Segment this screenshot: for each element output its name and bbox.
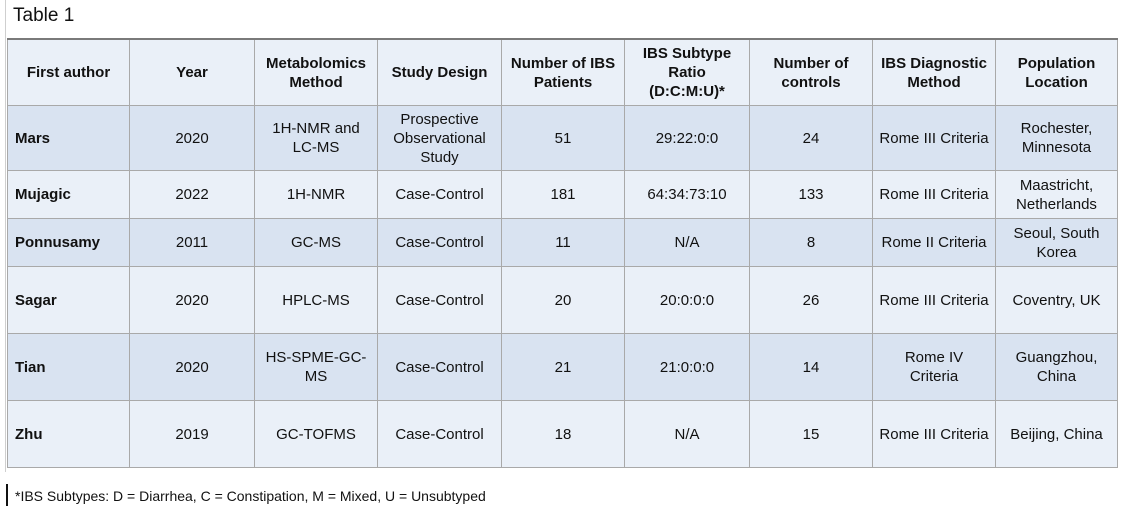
cell-diagnostic: Rome II Criteria (872, 218, 996, 267)
cell-author: Mars (7, 105, 130, 171)
cell-diagnostic: Rome III Criteria (872, 105, 996, 171)
table-footnote: *IBS Subtypes: D = Diarrhea, C = Constip… (15, 488, 486, 504)
cell-diagnostic: Rome III Criteria (872, 266, 996, 334)
data-table: First author Year Metabolomics Method St… (7, 38, 1118, 468)
cell-method: HPLC-MS (254, 266, 378, 334)
cell-controls: 15 (749, 400, 873, 468)
cell-design: Case-Control (377, 333, 502, 401)
table-row: Zhu 2019 GC-TOFMS Case-Control 18 N/A 15… (7, 400, 1118, 468)
header-ibs-subtype-ratio: IBS Subtype Ratio (D:C:M:U)* (624, 38, 750, 106)
cell-ratio: 64:34:73:10 (624, 170, 750, 219)
cell-controls: 14 (749, 333, 873, 401)
header-first-author: First author (7, 38, 130, 106)
table-row: Mujagic 2022 1H-NMR Case-Control 181 64:… (7, 170, 1118, 219)
header-number-of-controls: Number of controls (749, 38, 873, 106)
cell-ratio: N/A (624, 400, 750, 468)
table-row: Ponnusamy 2011 GC-MS Case-Control 11 N/A… (7, 218, 1118, 267)
table-row: Sagar 2020 HPLC-MS Case-Control 20 20:0:… (7, 266, 1118, 334)
cell-year: 2022 (129, 170, 255, 219)
cell-method: 1H-NMR (254, 170, 378, 219)
header-ibs-diagnostic-method: IBS Diagnostic Method (872, 38, 996, 106)
cell-patients: 20 (501, 266, 625, 334)
header-study-design: Study Design (377, 38, 502, 106)
footnote-rule (6, 484, 8, 506)
header-number-of-ibs-patients: Number of IBS Patients (501, 38, 625, 106)
cell-design: Case-Control (377, 400, 502, 468)
cell-patients: 181 (501, 170, 625, 219)
cell-year: 2011 (129, 218, 255, 267)
cell-ratio: 20:0:0:0 (624, 266, 750, 334)
table-caption: Table 1 (13, 5, 75, 26)
cell-method: GC-MS (254, 218, 378, 267)
header-row: First author Year Metabolomics Method St… (7, 38, 1118, 106)
cell-author: Mujagic (7, 170, 130, 219)
cell-patients: 18 (501, 400, 625, 468)
cell-design: Case-Control (377, 266, 502, 334)
cell-patients: 51 (501, 105, 625, 171)
cell-patients: 11 (501, 218, 625, 267)
cell-year: 2020 (129, 105, 255, 171)
cell-location: Guangzhou, China (995, 333, 1118, 401)
cell-method: GC-TOFMS (254, 400, 378, 468)
cell-diagnostic: Rome III Criteria (872, 170, 996, 219)
cell-diagnostic: Rome III Criteria (872, 400, 996, 468)
cell-location: Beijing, China (995, 400, 1118, 468)
cell-ratio: 21:0:0:0 (624, 333, 750, 401)
cell-controls: 133 (749, 170, 873, 219)
cell-year: 2020 (129, 266, 255, 334)
cell-patients: 21 (501, 333, 625, 401)
cell-diagnostic: Rome IV Criteria (872, 333, 996, 401)
cell-author: Zhu (7, 400, 130, 468)
cell-design: Prospective Observational Study (377, 105, 502, 171)
header-metabolomics-method: Metabolomics Method (254, 38, 378, 106)
cell-controls: 8 (749, 218, 873, 267)
cell-location: Rochester, Minnesota (995, 105, 1118, 171)
header-population-location: Population Location (995, 38, 1118, 106)
cell-ratio: N/A (624, 218, 750, 267)
header-year: Year (129, 38, 255, 106)
cell-ratio: 29:22:0:0 (624, 105, 750, 171)
cell-controls: 26 (749, 266, 873, 334)
table-row: Tian 2020 HS-SPME-GC-MS Case-Control 21 … (7, 333, 1118, 401)
left-margin-rule (5, 0, 6, 472)
cell-location: Seoul, South Korea (995, 218, 1118, 267)
cell-year: 2019 (129, 400, 255, 468)
cell-method: 1H-NMR and LC-MS (254, 105, 378, 171)
cell-design: Case-Control (377, 170, 502, 219)
table-row: Mars 2020 1H-NMR and LC-MS Prospective O… (7, 105, 1118, 171)
cell-author: Tian (7, 333, 130, 401)
cell-controls: 24 (749, 105, 873, 171)
cell-author: Sagar (7, 266, 130, 334)
cell-design: Case-Control (377, 218, 502, 267)
cell-year: 2020 (129, 333, 255, 401)
cell-author: Ponnusamy (7, 218, 130, 267)
cell-location: Maastricht, Netherlands (995, 170, 1118, 219)
cell-location: Coventry, UK (995, 266, 1118, 334)
cell-method: HS-SPME-GC-MS (254, 333, 378, 401)
